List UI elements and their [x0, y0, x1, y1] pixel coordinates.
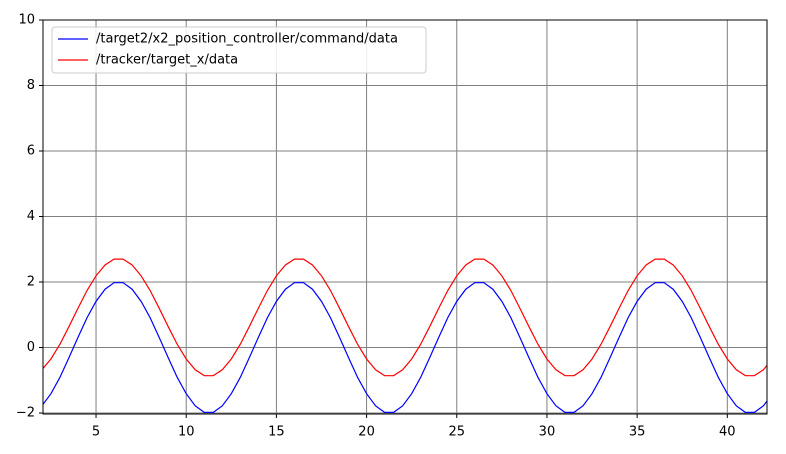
- legend-box: [51, 26, 427, 74]
- legend-label: /tracker/target_x/data: [96, 53, 238, 68]
- x-tick-label: 5: [92, 425, 100, 440]
- y-tick-label: 2: [27, 275, 35, 290]
- y-tick-label: 4: [27, 209, 35, 224]
- x-tick-label: 25: [448, 425, 465, 440]
- ticks: 5 10 15 20 25 30 35 40 −2 0 2 4 6 8 10: [16, 13, 736, 440]
- x-tick-label: 40: [719, 425, 736, 440]
- x-tick-label: 15: [268, 425, 285, 440]
- grid: [43, 19, 767, 414]
- y-tick-label: 10: [18, 13, 35, 28]
- y-tick-label: 8: [27, 78, 35, 93]
- x-tick-label: 30: [539, 425, 556, 440]
- legend-label: /target2/x2_position_controller/command/…: [96, 32, 398, 47]
- legend: /target2/x2_position_controller/command/…: [51, 26, 427, 74]
- y-tick-label: 0: [27, 340, 35, 355]
- series-line: [43, 282, 767, 413]
- x-tick-label: 20: [358, 425, 375, 440]
- x-tick-label: 35: [629, 425, 646, 440]
- plot-lines: [43, 258, 767, 413]
- x-tick-label: 10: [178, 425, 195, 440]
- y-tick-label: −2: [16, 406, 35, 421]
- series-line: [43, 258, 767, 377]
- y-tick-label: 6: [27, 144, 35, 159]
